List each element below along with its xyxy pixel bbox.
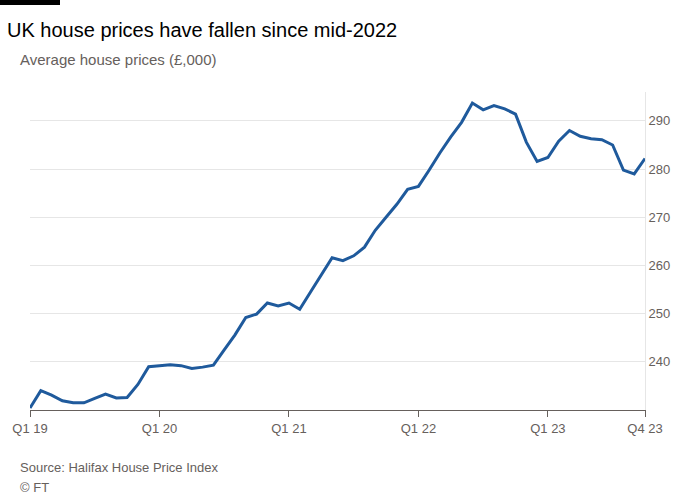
svg-text:290: 290 — [649, 113, 671, 128]
svg-text:Q4 23: Q4 23 — [627, 421, 662, 436]
svg-text:Q1 21: Q1 21 — [271, 421, 306, 436]
svg-text:240: 240 — [649, 354, 671, 369]
svg-text:Q1 19: Q1 19 — [12, 421, 47, 436]
svg-text:Q1 22: Q1 22 — [401, 421, 436, 436]
svg-text:UK house prices have fallen si: UK house prices have fallen since mid-20… — [7, 19, 397, 41]
svg-text:260: 260 — [649, 258, 671, 273]
svg-text:© FT: © FT — [20, 480, 49, 495]
svg-text:250: 250 — [649, 306, 671, 321]
svg-text:Average house prices (£,000): Average house prices (£,000) — [20, 51, 217, 68]
svg-text:280: 280 — [649, 162, 671, 177]
svg-text:Q1 20: Q1 20 — [142, 421, 177, 436]
svg-text:Source: Halifax House Price In: Source: Halifax House Price Index — [20, 460, 218, 475]
svg-text:Q1 23: Q1 23 — [530, 421, 565, 436]
svg-text:270: 270 — [649, 210, 671, 225]
